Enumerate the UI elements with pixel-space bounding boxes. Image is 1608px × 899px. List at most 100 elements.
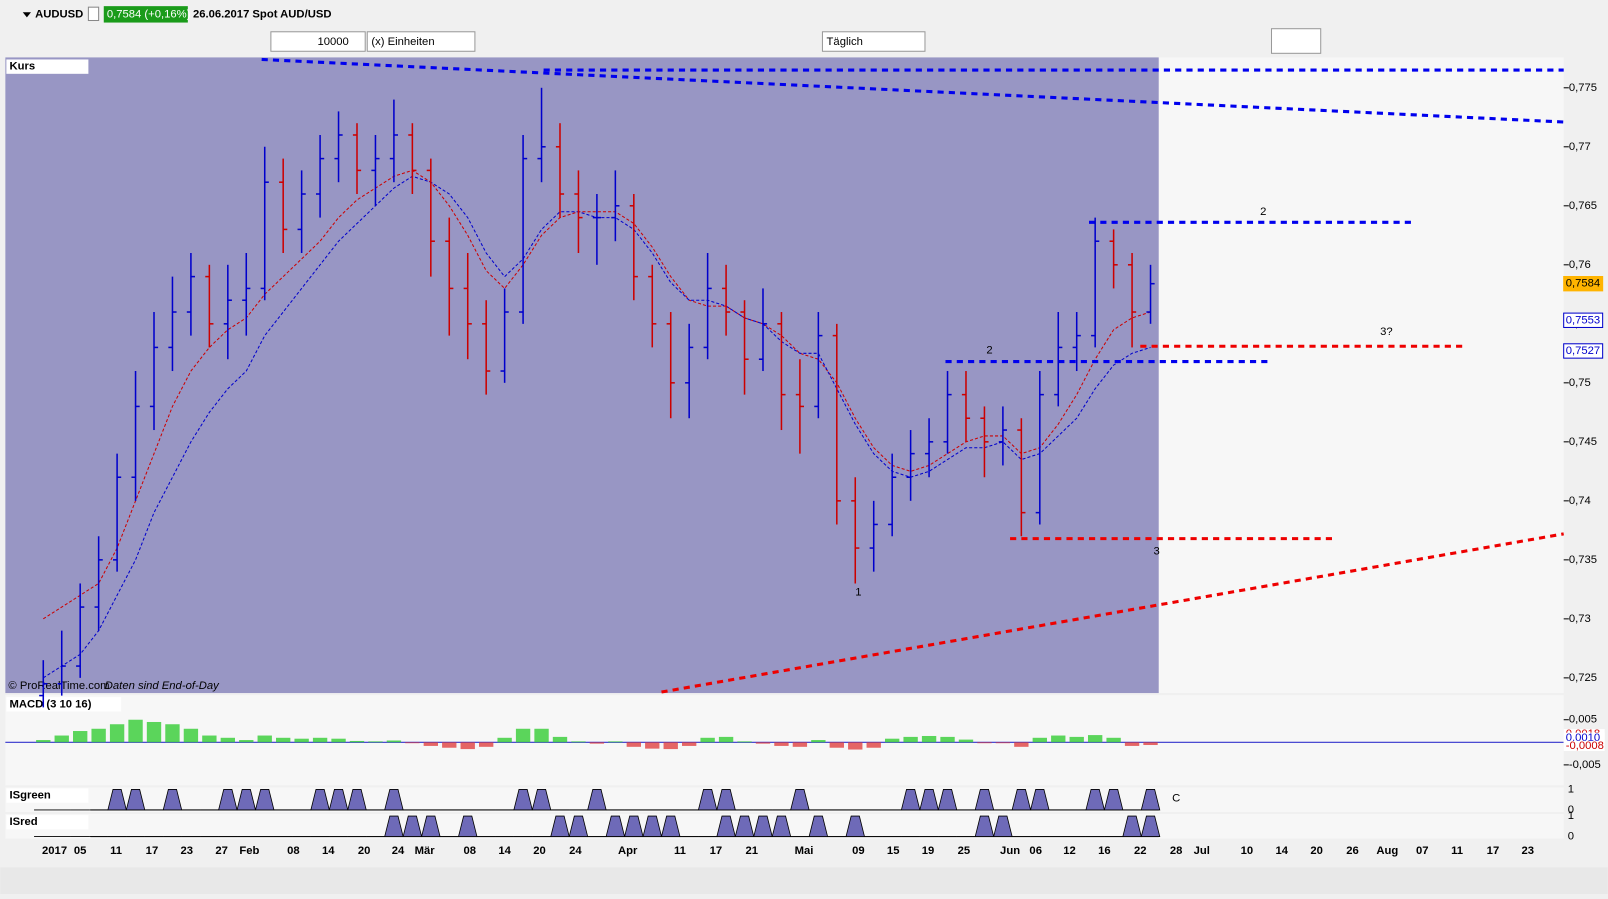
- dropdown-arrow[interactable]: [22, 12, 31, 18]
- unit: (x) Einheiten: [371, 36, 434, 48]
- macd-bar: [663, 742, 678, 750]
- x-tick-label: 23: [1522, 845, 1535, 857]
- x-tick-label: 20: [1310, 845, 1323, 857]
- chart-type-button[interactable]: [1270, 28, 1322, 54]
- macd-bar: [700, 737, 715, 743]
- indicator-pulse: [937, 789, 958, 811]
- indicator-pulse: [587, 789, 607, 811]
- panel-label-box: [6, 697, 122, 712]
- macd-bar: [884, 738, 900, 743]
- y-tick-label: 0,775: [1569, 82, 1597, 94]
- indicator-pulse: [716, 815, 736, 837]
- macd-bar: [608, 741, 623, 743]
- symbol: AUDUSD: [35, 8, 83, 20]
- quote-box: [103, 6, 188, 23]
- x-tick-label: 20: [358, 845, 371, 857]
- x-tick-label: Aug: [1376, 845, 1398, 857]
- macd-bar: [386, 740, 402, 743]
- indicator-name: ISgreen: [9, 790, 50, 802]
- x-tick-label: 28: [1170, 845, 1183, 857]
- wave-label: 2: [1260, 206, 1266, 218]
- period-select[interactable]: [821, 31, 926, 52]
- x-tick-label: 05: [74, 845, 87, 857]
- info-icon[interactable]: [87, 6, 100, 22]
- x-tick-label: Mär: [415, 845, 436, 857]
- indicator-pulse: [1011, 789, 1032, 811]
- macd-bar: [1069, 736, 1084, 743]
- indicator-pulse: [236, 789, 257, 811]
- indicator-pulse: [660, 815, 681, 837]
- x-tick-label: 14: [322, 845, 335, 857]
- x-tick-label: Feb: [239, 845, 259, 857]
- indicator-pulse: [642, 815, 663, 837]
- x-tick-label: 2017: [42, 845, 67, 857]
- macd-bar: [1032, 737, 1047, 743]
- x-tick-label: 17: [710, 845, 723, 857]
- macd-bar: [479, 742, 494, 747]
- macd-bar: [36, 740, 51, 743]
- price-marker-label: 0,7553: [1566, 314, 1600, 326]
- indicator-pulse: [421, 815, 441, 837]
- macd-bar: [165, 724, 180, 743]
- macd-bar: [589, 742, 605, 744]
- macd-bar: [331, 738, 346, 743]
- quantity: 10000: [317, 36, 348, 48]
- indicator-pulse: [107, 789, 127, 811]
- quantity-input[interactable]: [270, 31, 366, 52]
- indicator-pulse: [550, 815, 570, 837]
- instrument: Spot AUD/USD: [252, 8, 331, 20]
- macd-bar: [91, 728, 106, 743]
- x-tick-label: 06: [1029, 845, 1042, 857]
- panel-title: Kurs: [9, 61, 35, 73]
- macd-marker: [1563, 740, 1605, 752]
- date: 26.06.2017: [193, 8, 249, 20]
- macd-bar: [552, 736, 568, 743]
- indicator-pulse: [384, 789, 404, 811]
- y-tick-label: 0,765: [1569, 200, 1597, 212]
- unit-select[interactable]: [366, 31, 476, 52]
- macd-bar: [312, 737, 328, 743]
- indicator-pulse: [218, 789, 238, 811]
- x-tick-label: 17: [1487, 845, 1500, 857]
- x-tick-label: Jun: [1000, 845, 1020, 857]
- trend-line: [661, 532, 1564, 694]
- indicator-pulse: [310, 789, 330, 811]
- indicator-pulse: [716, 789, 736, 811]
- indicator-pulse: [753, 815, 773, 837]
- indicator-pulse: [1085, 789, 1105, 811]
- macd-bar: [109, 724, 125, 743]
- indicator-name: ISred: [9, 816, 37, 828]
- macd-marker-label: -0,0008: [1566, 740, 1604, 752]
- indicator-pulse: [125, 789, 146, 811]
- scroll-bar[interactable]: [0, 867, 1608, 894]
- wave-label: 3: [1154, 546, 1160, 558]
- indicator-pulse: [845, 815, 866, 837]
- macd-bar: [128, 719, 143, 743]
- macd-bar: [442, 742, 457, 748]
- indicator-pulse: [513, 789, 533, 811]
- x-tick-label: 17: [146, 845, 159, 857]
- price-marker: [1563, 312, 1604, 328]
- macd-bar: [276, 737, 291, 743]
- x-tick-label: 23: [181, 845, 194, 857]
- indicator-pulse: [1030, 789, 1050, 811]
- indicator-pulse: [347, 789, 367, 811]
- x-tick-label: 08: [287, 845, 300, 857]
- macd-bar: [460, 742, 475, 750]
- macd-bar: [995, 742, 1011, 744]
- wave-label: 2: [986, 345, 992, 357]
- indicator-pulse: [254, 789, 275, 811]
- macd-title: MACD (3 10 16): [9, 698, 91, 710]
- macd-bar: [571, 741, 586, 743]
- indicator-pulse: [624, 815, 644, 837]
- macd-marker-label: 0,0010: [1566, 732, 1600, 744]
- indicator-pulse: [771, 815, 792, 837]
- x-tick-label: Apr: [618, 845, 638, 857]
- indicator-tick: 1: [1568, 810, 1574, 822]
- indicator-pulse: [734, 815, 755, 837]
- x-tick-label: 11: [1451, 845, 1463, 857]
- macd-bar: [1014, 742, 1029, 747]
- y-tick-label: 0,73: [1569, 613, 1591, 625]
- x-tick-label: 25: [958, 845, 971, 857]
